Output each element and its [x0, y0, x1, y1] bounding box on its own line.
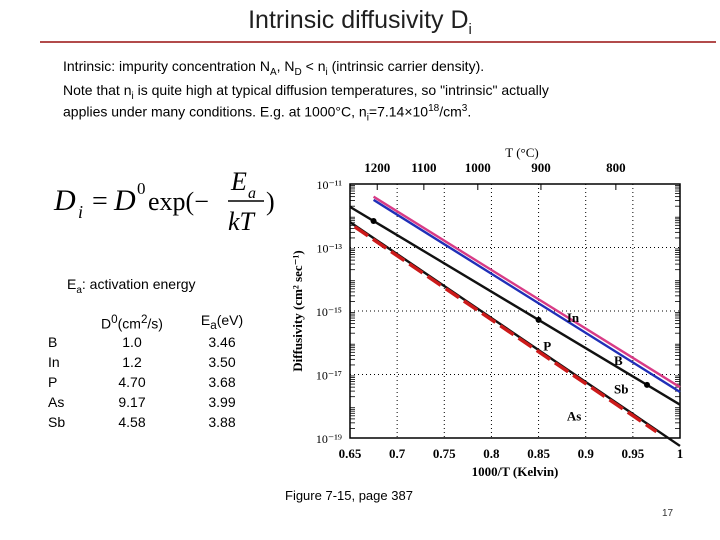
page-number: 17 — [662, 508, 674, 519]
table-row: Sb 4.58 3.88 — [48, 414, 236, 430]
y-tick-label: 10⁻¹¹ — [316, 178, 342, 192]
series-line-p — [349, 205, 681, 406]
eq-den: kT — [228, 207, 256, 236]
series-label-in: In — [567, 310, 580, 325]
x-tick-label: 1 — [677, 446, 684, 461]
y-tick-label: 10⁻¹⁵ — [316, 305, 342, 319]
eq-lhs: D — [53, 184, 76, 217]
series-line-b — [372, 198, 681, 393]
series-line-in — [372, 195, 681, 389]
eq-exp: exp(− — [148, 187, 209, 216]
x-axis-label: 1000/T (Kelvin) — [472, 464, 559, 479]
eq-num-sub: a — [248, 185, 256, 202]
series-label-as: As — [567, 409, 581, 424]
series-label-b: B — [614, 353, 623, 368]
top-tick-label: 1000 — [465, 160, 491, 175]
table-header-row: D0(cm2/s) Ea(eV) — [44, 312, 262, 332]
diffusivity-arrhenius-plot: 0.65 0.7 0.75 0.8 0.85 0.9 0.95 1 10⁻¹¹ 10⁻¹³ 10⁻¹… — [290, 145, 684, 479]
table-row: In 1.2 3.50 — [48, 354, 236, 370]
activation-energy-label: Ea: activation energy — [67, 276, 196, 296]
y-axis-label: Diffusivity (cm² sec⁻¹) — [290, 250, 305, 372]
top-tick-label: 1200 — [364, 160, 390, 175]
x-tick-label: 0.8 — [483, 446, 500, 461]
series-marker-p — [535, 316, 542, 323]
header-d0: D0(cm2/s) — [101, 312, 163, 332]
top-axis-label: T (°C) — [505, 145, 538, 160]
diffusion-parameters-table: D0(cm2/s) Ea(eV) B 1.0 3.46 In 1.2 3.50 P 4.7… — [44, 312, 262, 432]
diffusivity-equation: D i = D 0 exp(− E a kT ) — [53, 167, 275, 236]
y-tick-label: 10⁻¹⁷ — [316, 369, 342, 383]
figure-caption: Figure 7-15, page 387 — [285, 488, 413, 503]
text-line-1: Intrinsic: impurity concentration NA, ND… — [63, 58, 485, 78]
top-tick-label: 900 — [531, 160, 551, 175]
eq-equals: = — [92, 186, 108, 217]
table-row: B 1.0 3.46 — [48, 334, 236, 350]
x-tick-label: 0.9 — [578, 446, 595, 461]
top-tick-label: 800 — [606, 160, 626, 175]
x-tick-label: 0.75 — [433, 446, 456, 461]
series-marker-p — [644, 381, 650, 388]
table-row: As 9.17 3.99 — [48, 394, 236, 410]
series-marker-p — [370, 217, 377, 224]
y-tick-label: 10⁻¹⁹ — [316, 432, 342, 446]
y-tick-label: 10⁻¹³ — [316, 242, 342, 256]
x-tick-label: 0.65 — [339, 446, 362, 461]
x-tick-label: 0.85 — [527, 446, 550, 461]
text-line-3: applies under many conditions. E.g. at 1… — [63, 103, 472, 124]
series-line-sb — [353, 225, 658, 434]
series-label-p: P — [543, 339, 551, 354]
x-tick-label: 0.7 — [389, 446, 406, 461]
table-row: P 4.70 3.68 — [48, 374, 236, 390]
eq-close: ) — [266, 187, 275, 216]
series-label-sb: Sb — [614, 382, 628, 397]
eq-lhs-sub: i — [78, 202, 83, 222]
title-divider — [40, 41, 716, 43]
header-ea: Ea(eV) — [200, 312, 244, 332]
x-tick-label: 0.95 — [621, 446, 644, 461]
eq-d0-sup: 0 — [137, 179, 146, 198]
text-line-2: Note that ni is quite high at typical di… — [63, 82, 549, 102]
eq-d0: D — [113, 184, 136, 217]
slide-title: Intrinsic diffusivity Di — [248, 6, 472, 38]
top-tick-label: 1100 — [411, 160, 436, 175]
eq-num: E — [230, 167, 247, 196]
